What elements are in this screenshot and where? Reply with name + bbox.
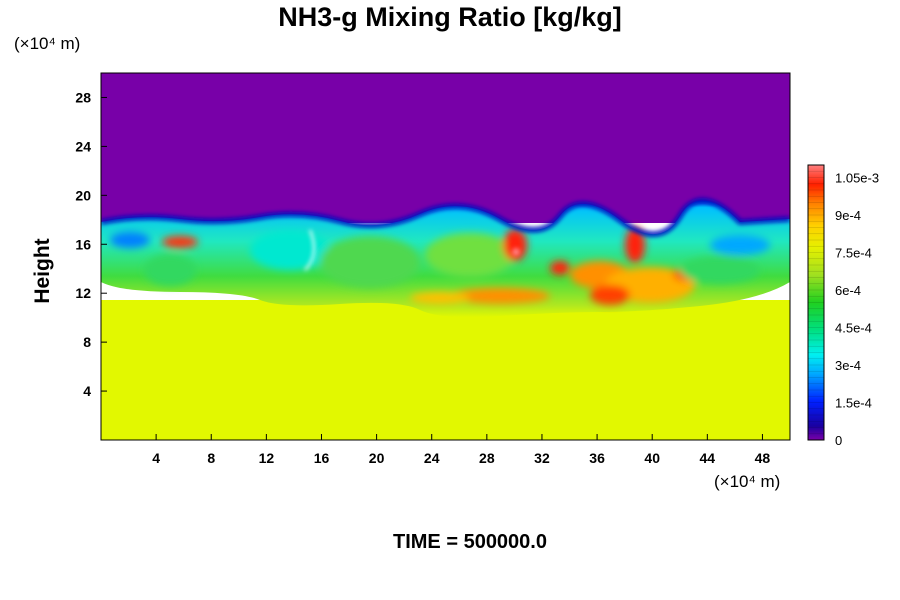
x-tick-label: 16 <box>314 450 330 466</box>
heatmap-features <box>110 227 770 305</box>
x-tick-label: 4 <box>152 450 160 466</box>
x-tick-label: 44 <box>700 450 716 466</box>
heatmap-region-upper <box>101 73 790 223</box>
plot-frame <box>100 72 791 441</box>
feature-blob <box>320 236 420 288</box>
colorbar-tick-label: 1.05e-3 <box>835 171 879 186</box>
colorbar-bands <box>808 170 824 435</box>
feature-blob <box>710 235 770 255</box>
x-tick-label: 40 <box>644 450 660 466</box>
x-tick-label: 32 <box>534 450 550 466</box>
y-tick-label: 20 <box>75 187 91 203</box>
colorbar-frame <box>807 164 825 441</box>
feature-blob <box>590 285 630 305</box>
feature-edge <box>101 198 790 237</box>
feature-blob <box>250 230 330 270</box>
x-tick-label: 48 <box>755 450 771 466</box>
x-tick-label: 24 <box>424 450 440 466</box>
feature-blob <box>410 292 470 304</box>
y-axis-ticks: 4 8 12 16 20 24 28 <box>75 89 107 399</box>
heatmap-region-lower <box>101 300 790 440</box>
colorbar-gradient <box>808 165 824 440</box>
colorbar-tick-label: 6e-4 <box>835 283 861 298</box>
colorbar-tick-label: 0 <box>835 433 842 448</box>
x-tick-label: 8 <box>207 450 215 466</box>
feature-blob <box>162 236 198 248</box>
colorbar-tick-label: 9e-4 <box>835 208 861 223</box>
feature-blob <box>503 229 527 261</box>
feature-blob <box>625 227 645 263</box>
feature-edge <box>512 248 520 256</box>
feature-blob <box>425 233 515 277</box>
colorbar-tick-label: 3e-4 <box>835 358 861 373</box>
y-tick-label: 24 <box>75 138 91 154</box>
colorbar-tick-label: 4.5e-4 <box>835 321 872 336</box>
x-tick-label: 12 <box>259 450 275 466</box>
feature-blob <box>110 232 150 248</box>
x-tick-label: 36 <box>589 450 605 466</box>
y-tick-label: 16 <box>75 236 91 252</box>
colorbar-tick-label: 7.5e-4 <box>835 246 872 261</box>
x-tick-label: 28 <box>479 450 495 466</box>
heatmap-edge <box>101 198 790 271</box>
x-axis-unit: (×10⁴ m) <box>714 472 781 491</box>
feature-blob <box>450 288 550 304</box>
feature-blob <box>144 254 196 286</box>
x-axis-ticks: 4 8 12 16 20 24 28 32 36 40 44 48 <box>152 434 770 466</box>
y-tick-label: 12 <box>75 285 91 301</box>
y-tick-label: 28 <box>75 89 91 105</box>
heatmap-field <box>101 73 790 440</box>
y-tick-label: 8 <box>83 334 91 350</box>
y-tick-label: 4 <box>83 383 91 399</box>
colorbar-tick-label: 1.5e-4 <box>835 396 872 411</box>
y-axis-unit: (×10⁴ m) <box>14 34 81 53</box>
x-tick-label: 20 <box>369 450 385 466</box>
time-annotation: TIME = 500000.0 <box>393 531 547 553</box>
feature-blob <box>550 261 570 275</box>
colorbar-ticks: 0 1.5e-4 3e-4 4.5e-4 6e-4 7.5e-4 9e-4 1.05e-3 <box>835 171 879 449</box>
feature-edge <box>304 229 315 271</box>
chart-title: NH3-g Mixing Ratio [kg/kg] <box>278 2 622 32</box>
feature-blob <box>680 256 760 284</box>
